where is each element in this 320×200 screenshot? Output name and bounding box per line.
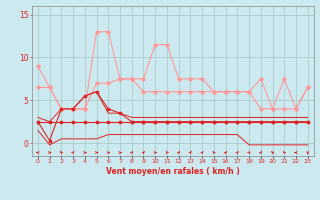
X-axis label: Vent moyen/en rafales ( km/h ): Vent moyen/en rafales ( km/h ) bbox=[106, 167, 240, 176]
